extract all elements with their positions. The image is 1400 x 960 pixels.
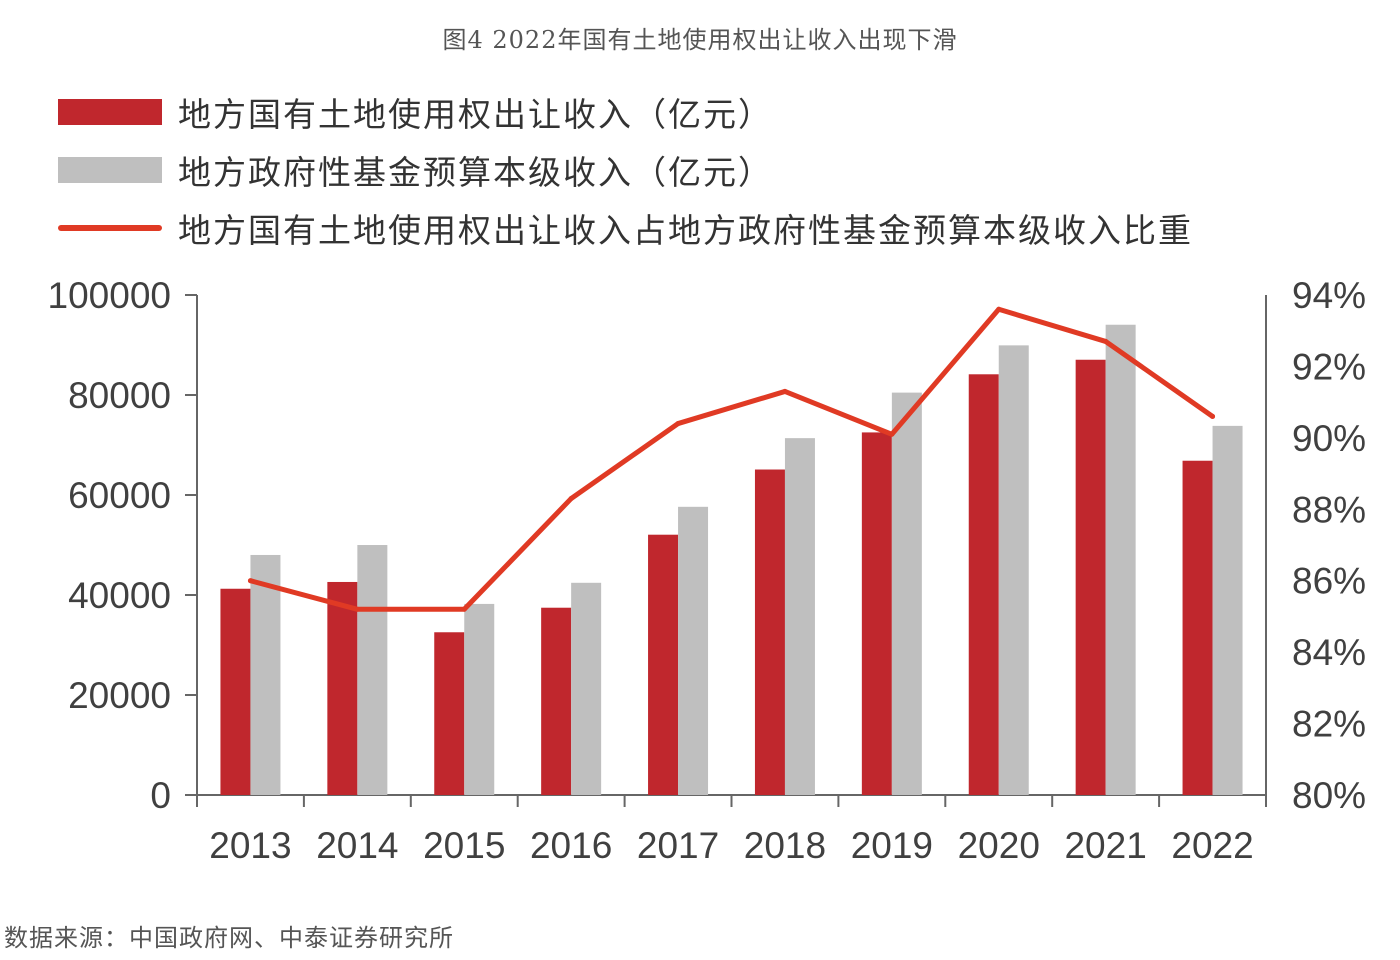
bar-land-revenue [220, 588, 251, 795]
y-right-tick-label: 94% [1292, 275, 1366, 316]
bar-land-revenue [861, 432, 892, 795]
legend-label-land-revenue: 地方国有土地使用权出让收入（亿元） [178, 95, 773, 134]
x-tick-label: 2013 [209, 825, 291, 866]
x-tick-label: 2020 [958, 825, 1040, 866]
y-right-tick-label: 86% [1292, 561, 1366, 602]
x-tick-label: 2018 [744, 825, 826, 866]
bar-land-revenue [648, 534, 679, 795]
ratio-point [996, 306, 1002, 312]
legend-swatch-land-revenue [58, 99, 162, 125]
x-tick-label: 2022 [1171, 825, 1253, 866]
bar-fund-revenue [1105, 324, 1136, 795]
y-right-tick-label: 82% [1292, 704, 1366, 745]
bar-fund-revenue [250, 554, 281, 795]
x-tick-label: 2019 [851, 825, 933, 866]
ratio-point [461, 606, 467, 612]
bar-land-revenue [968, 374, 999, 795]
y-left-tick-label: 60000 [68, 475, 171, 516]
legend-swatch-fund-revenue [58, 157, 162, 183]
legend-label-fund-revenue: 地方政府性基金预算本级收入（亿元） [178, 153, 773, 192]
legend-label-ratio: 地方国有土地使用权出让收入占地方政府性基金预算本级收入比重 [178, 211, 1193, 250]
y-right-tick-label: 92% [1292, 346, 1366, 387]
x-tick-label: 2017 [637, 825, 719, 866]
ratio-line [247, 306, 1216, 612]
bar-fund-revenue [571, 582, 602, 795]
y-left-tick-label: 100000 [48, 275, 171, 316]
bar-fund-revenue [1212, 425, 1243, 795]
bar-fund-revenue [357, 545, 388, 795]
ratio-point [568, 496, 574, 502]
legend-item-ratio: 地方国有土地使用权出让收入占地方政府性基金预算本级收入比重 [58, 206, 1193, 250]
y-right-tick-label: 80% [1292, 775, 1366, 816]
ratio-point [675, 421, 681, 427]
y-left-tick-label: 40000 [68, 575, 171, 616]
y-right-tick-label: 90% [1292, 418, 1366, 459]
bar-fund-revenue [678, 506, 709, 795]
bar-land-revenue [1075, 359, 1106, 795]
bar-land-revenue [327, 581, 358, 795]
bar-fund-revenue [891, 392, 922, 795]
ratio-point [354, 606, 360, 612]
y-right-tick-label: 88% [1292, 489, 1366, 530]
x-tick-label: 2015 [423, 825, 505, 866]
bar-land-revenue [1182, 460, 1213, 795]
y-left-tick-label: 0 [150, 775, 171, 816]
source-note: 数据来源：中国政府网、中泰证券研究所 [4, 924, 454, 952]
chart-plot: 0 20000 40000 60000 80000 100000 80% 82% 84% 86% 8… [48, 275, 1367, 866]
ratio-point [247, 578, 253, 584]
x-tick-label: 2016 [530, 825, 612, 866]
legend-swatch-ratio [58, 225, 162, 231]
bar-land-revenue [754, 469, 785, 795]
legend-item-land-revenue: 地方国有土地使用权出让收入（亿元） [58, 90, 773, 134]
y-left-tick-label: 80000 [68, 375, 171, 416]
x-tick-label: 2014 [316, 825, 398, 866]
bar-fund-revenue [998, 345, 1029, 795]
ratio-point [889, 431, 895, 437]
y-right-tick-label: 84% [1292, 632, 1366, 673]
ratio-point [1103, 338, 1109, 344]
bar-fund-revenue [784, 438, 815, 795]
y-left-tick-label: 20000 [68, 675, 171, 716]
bar-land-revenue [434, 632, 465, 795]
ratio-point [1210, 413, 1216, 419]
ratio-point [782, 388, 788, 394]
bar-land-revenue [541, 607, 572, 795]
x-tick-label: 2021 [1064, 825, 1146, 866]
legend-item-fund-revenue: 地方政府性基金预算本级收入（亿元） [58, 148, 773, 192]
bar-fund-revenue [464, 603, 495, 795]
chart-title: 图4 2022年国有土地使用权出让收入出现下滑 [442, 26, 958, 54]
